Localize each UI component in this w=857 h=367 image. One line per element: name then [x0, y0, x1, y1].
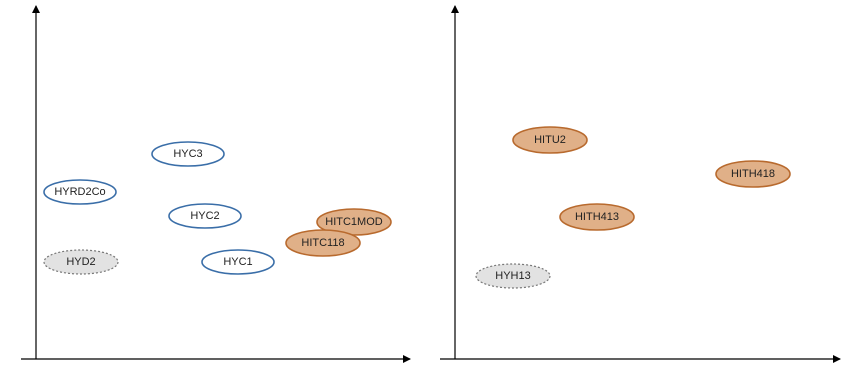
node-hith413: HITH413 [559, 203, 635, 231]
node-hyh13: HYH13 [475, 263, 551, 289]
node-hitu2: HITU2 [512, 126, 588, 154]
node-shape [512, 126, 588, 154]
node-label: HYH13 [495, 270, 530, 282]
node-shape [43, 179, 117, 205]
node-shape [715, 160, 791, 188]
node-hyc1: HYC1 [201, 249, 275, 275]
node-shape [151, 141, 225, 167]
node-hith418: HITH418 [715, 160, 791, 188]
node-hyrd2co: HYRD2Co [43, 179, 117, 205]
node-hitc1mod: HITC1MOD [316, 208, 392, 236]
node-shape [168, 203, 242, 229]
node-label: HYRD2Co [54, 186, 105, 198]
node-shape [43, 249, 119, 275]
node-label: HITC1MOD [325, 216, 383, 228]
node-hitc118: HITC118 [285, 229, 361, 257]
node-shape [559, 203, 635, 231]
node-label: HYC1 [223, 256, 252, 268]
node-label: HYC3 [173, 148, 202, 160]
node-shape [201, 249, 275, 275]
node-label: HITU2 [534, 134, 566, 146]
right-panel: HITU2 HITH418 HITH413 HYH13 [440, 5, 841, 363]
node-label: HITC118 [301, 237, 344, 249]
node-hyd2: HYD2 [43, 249, 119, 275]
node-label: HYD2 [66, 256, 95, 268]
node-label: HYC2 [190, 210, 219, 222]
node-label: HITH413 [575, 211, 619, 223]
node-label: HITH418 [731, 168, 775, 180]
node-shape [285, 229, 361, 257]
node-shape [475, 263, 551, 289]
left-panel: HYC3 HYRD2Co HYC2 HYC1 HYD2 HITC1MOD HIT… [21, 5, 411, 363]
node-hyc3: HYC3 [151, 141, 225, 167]
node-hyc2: HYC2 [168, 203, 242, 229]
